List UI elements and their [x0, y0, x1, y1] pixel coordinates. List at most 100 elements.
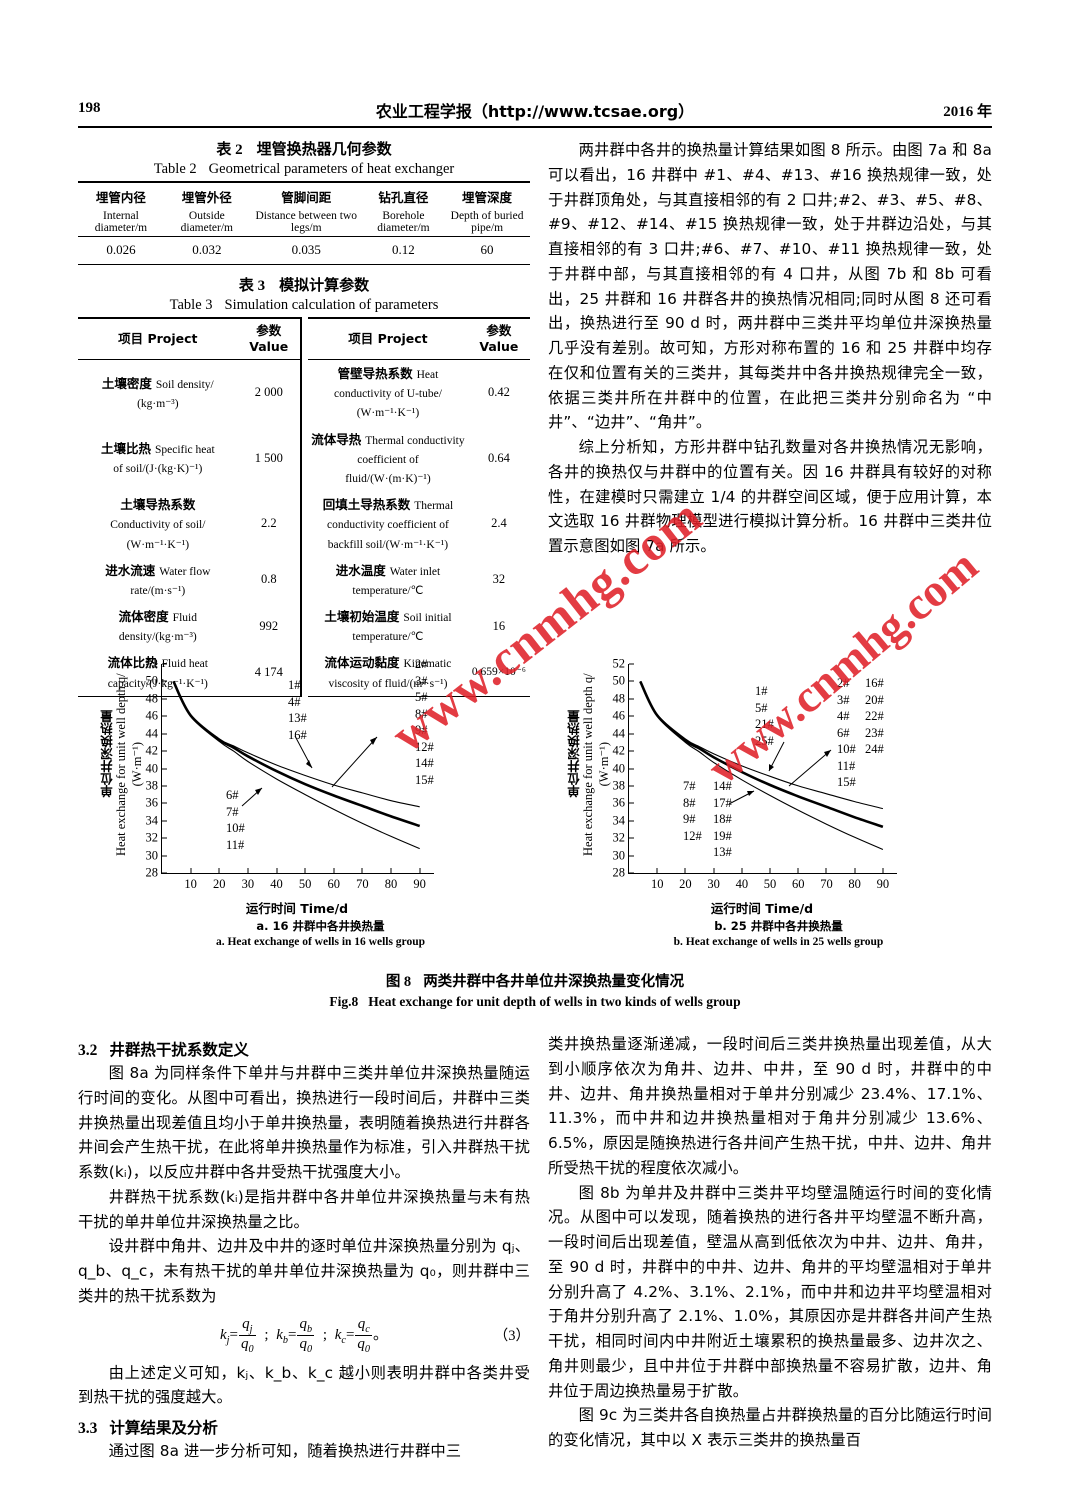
- chart-b: 单位井深换热量 Heat exchange for unit well dept…: [565, 650, 992, 948]
- chart-b-curves: [639, 680, 884, 851]
- x-tick-label: 30: [241, 877, 255, 891]
- table-row: 0.026 0.032 0.035 0.12 60: [78, 236, 530, 265]
- y-tick-mark: [162, 872, 167, 874]
- left-column-bottom: 3.2 井群热干扰系数定义 图 8a 为同样条件下单井与井群中三类井单位井深换热量…: [78, 1032, 530, 1464]
- table2-header-en-1: Outside diameter/m: [163, 208, 250, 237]
- ann-b-14: 24#: [865, 742, 884, 756]
- ann-a-10: 12#: [415, 739, 434, 754]
- x-tick-label: 40: [735, 877, 749, 891]
- figure-caption-cn: 图 8 两类井群中各井单位井深换热量变化情况: [78, 970, 992, 991]
- y-tick-label: 38: [145, 778, 159, 793]
- chart-a-ylabel-unit: (W·m⁻¹): [130, 742, 144, 787]
- chart-a-ylabel-en: Heat exchange for unit well depth q/: [114, 660, 129, 870]
- ann-a-1: 1#: [288, 678, 301, 692]
- t3-l0-cn: 土壤密度: [101, 375, 152, 391]
- chart-b-plot-area: 28 30 32 34 36 38 40 42 44 46 48 50 52 10 20 30 40 50 60 70…: [613, 657, 897, 891]
- y-tick-mark: [162, 820, 167, 822]
- chart-b-annotation-corner: 2# 16# 3# 20# 4# 22# 6# 23# 10# 24# 11# 15#: [837, 675, 884, 791]
- section-3-3-heading: 3.3 计算结果及分析: [78, 1416, 530, 1438]
- table2-header-cn-2: 管脚间距: [249, 181, 363, 208]
- table2: 埋管内径 埋管外径 管脚间距 钻孔直径 埋管深度 Internal diamet…: [78, 181, 530, 265]
- t3-l1-value: 1 500: [254, 450, 283, 465]
- y-tick-label: 30: [145, 848, 159, 863]
- chart-a-xlabel: 运行时间 Time/d: [161, 898, 433, 917]
- y-tick-mark: [629, 663, 634, 665]
- ann-b-7: 3#: [837, 692, 850, 707]
- t3-r1-value: 0.64: [487, 450, 510, 465]
- figure-8-caption: 图 8 两类井群中各井单位井深换热量变化情况 Fig.8 Heat exchange…: [78, 970, 992, 1010]
- t3-r2-value: 2.4: [491, 516, 507, 531]
- paragraph-right-5: 图 9c 为三类井各自换热量占井群换热量的百分比随运行时间的变化情况，其中以 X…: [548, 1406, 992, 1450]
- ann-b-6: 16#: [865, 676, 884, 690]
- t3-r2-unit: backfill soil/(W·m⁻¹·K⁻¹): [327, 538, 449, 551]
- table3-header-value-right: 参数 Value: [467, 317, 530, 360]
- x-tick-mark: [684, 868, 686, 873]
- table-row: 进水流速 Water flow rate/(m·s⁻¹) 0.8 进水温度 Wa…: [78, 557, 530, 603]
- table-header-row-en: Internal diameter/m Outside diameter/m D…: [78, 208, 530, 237]
- x-tick-mark: [713, 868, 715, 873]
- hdr-proj-l: 项目 Project: [118, 331, 198, 347]
- y-tick-label: 32: [145, 830, 159, 845]
- t3-l5-project: 流体比热 Fluid heat capacity/(J·kg⁻¹·K⁻¹): [78, 649, 238, 697]
- t3-l3-value: 0.8: [260, 572, 277, 587]
- y-tick-mark: [162, 802, 167, 804]
- table2-header-en-0: Internal diameter/m: [78, 208, 164, 237]
- table2-title-en: Geometrical parameters of heat exchanger: [208, 161, 455, 177]
- t3-r4-unit: temperature/℃: [352, 631, 424, 644]
- table-header-row: 埋管内径 埋管外径 管脚间距 钻孔直径 埋管深度: [78, 181, 530, 208]
- table2-value-4: 60: [444, 236, 530, 265]
- y-tick-mark: [162, 680, 167, 682]
- y-tick-label: 44: [612, 726, 626, 741]
- y-tick-mark: [162, 698, 167, 700]
- y-tick-label: 46: [145, 708, 159, 723]
- ann-b-21: 9#: [683, 812, 696, 826]
- section-3-2-heading: 3.2 井群热干扰系数定义: [78, 1038, 530, 1060]
- x-tick-label: 90: [876, 877, 890, 891]
- y-tick-mark: [629, 680, 634, 682]
- ann-b-1: 1#: [755, 684, 768, 698]
- t3-l3-project: 进水流速 Water flow rate/(m·s⁻¹): [78, 557, 238, 603]
- y-tick-mark: [162, 663, 167, 665]
- section-3-2-title: 井群热干扰系数定义: [109, 1041, 249, 1059]
- table2-header-cn-0: 埋管内径: [78, 181, 164, 208]
- x-tick-label: 50: [298, 877, 312, 891]
- t3-l0-project: 土壤密度 Soil density/ (kg·m⁻³): [78, 360, 238, 426]
- chart-a-subcaption-en: a. Heat exchange of wells in 16 wells gr…: [215, 936, 426, 948]
- y-tick-mark: [629, 750, 634, 752]
- ann-b-10: 22#: [865, 709, 884, 723]
- y-tick-label: 28: [145, 865, 159, 880]
- ann-b-4: 25#: [755, 733, 774, 748]
- x-tick-label: 10: [184, 877, 197, 891]
- ann-a-5: 2#: [415, 657, 428, 671]
- ann-a-14: 7#: [226, 804, 239, 819]
- table2-header-en-3: Borehole diameter/m: [362, 208, 445, 237]
- t3-r0-value: 0.42: [487, 385, 510, 400]
- t3-r3-cn: 进水温度: [335, 562, 386, 578]
- t3-r0-project: 管壁导热系数 Heat conductivity of U-tube/ (W·m…: [308, 360, 468, 426]
- t3-r4-cn: 土壤初始温度: [324, 609, 400, 625]
- t3-r2-en: Thermal conductivity coefficient of: [327, 500, 454, 532]
- y-tick-label: 32: [612, 830, 626, 845]
- x-tick-mark: [797, 868, 799, 873]
- table2-header-cn-1: 埋管外径: [163, 181, 250, 208]
- ann-b-20: 17#: [713, 795, 732, 810]
- ann-b-11: 6#: [837, 725, 850, 740]
- section-3-3-number: 3.3: [78, 1420, 98, 1438]
- y-tick-label: 40: [612, 761, 626, 775]
- t3-r1-en: Thermal conductivity coefficient of: [357, 434, 465, 466]
- right-column-bottom: 类井换热量逐渐递减，一段时间后三类井换热量出现差值，从大到小顺序依次为角井、边井…: [548, 1032, 992, 1453]
- t3-r4-value: 16: [492, 618, 506, 633]
- t3-r1-cn: 流体导热: [311, 431, 362, 447]
- y-tick-mark: [162, 750, 167, 752]
- t3-r2-project: 回填土导热系数 Thermal conductivity coefficient…: [308, 491, 468, 557]
- y-tick-label: 40: [145, 761, 159, 775]
- chart-b-subcaption-en: b. Heat exchange of wells in 25 wells gr…: [673, 936, 884, 948]
- table2-label-cn: 表 2: [216, 142, 243, 158]
- t3-l0-unit: (kg·m⁻³): [137, 397, 179, 410]
- x-tick-label: 20: [213, 877, 226, 891]
- ann-a-6: 3#: [415, 673, 428, 688]
- t3-l4-value: 992: [259, 618, 279, 633]
- chart-a-subcaption-cn: a. 16 井群中各井换热量: [256, 919, 385, 933]
- x-tick-label: 80: [384, 877, 398, 891]
- chart-a-xlabel-text: 运行时间 Time/d: [245, 901, 349, 916]
